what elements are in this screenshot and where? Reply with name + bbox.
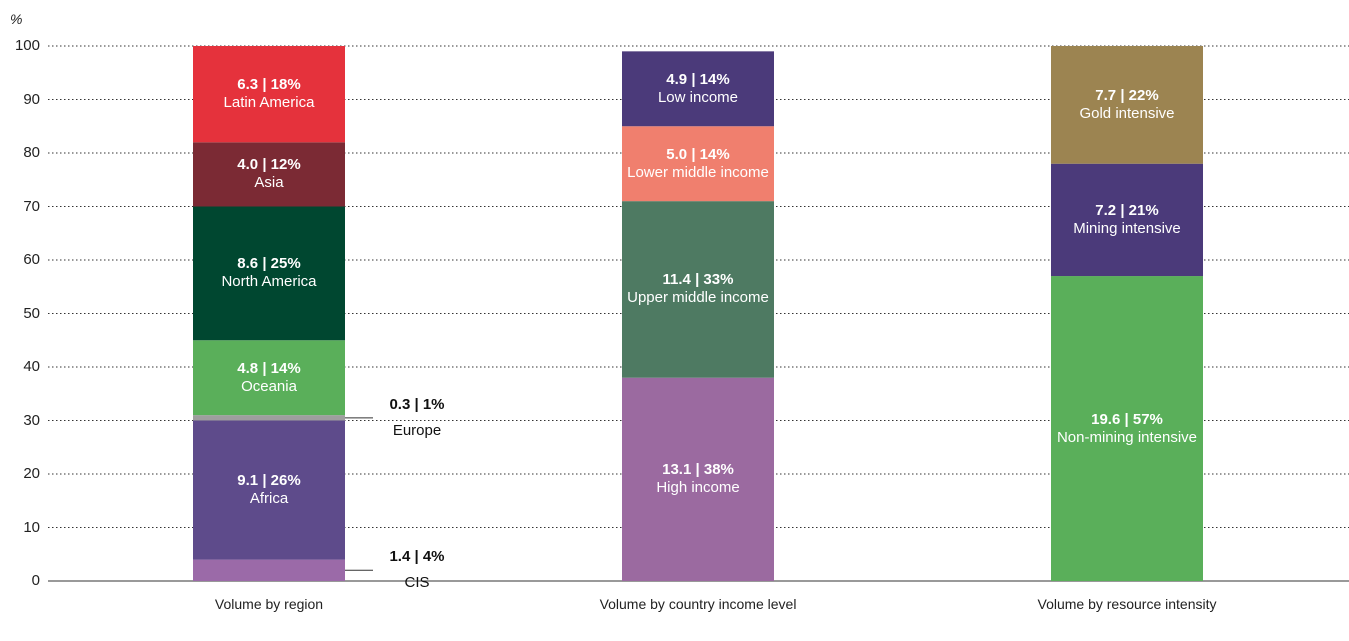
segment-name: Asia: [254, 174, 284, 192]
segment-name: Africa: [249, 490, 289, 508]
y-tick-label: 70: [23, 197, 40, 215]
y-tick-label: 100: [14, 37, 40, 54]
y-tick-label: 80: [23, 144, 40, 161]
bar-segment: [622, 377, 774, 581]
value-label: 13.1 | 38%: [662, 461, 734, 479]
bar-segment: [622, 51, 774, 127]
segment-name: Upper middle income: [627, 289, 769, 307]
bar-segment: [193, 206, 345, 341]
segment-label: 4.8 | 14% Oceania: [196, 360, 342, 396]
segment-label: 4.0 | 12% Asia: [196, 156, 342, 192]
segment-name: Gold intensive: [1079, 104, 1175, 122]
y-tick-label: 60: [23, 251, 40, 268]
bar-segment: [193, 559, 345, 581]
segment-name: High income: [656, 479, 740, 497]
value-label: 1.4 | 4%: [389, 548, 445, 566]
bar-segment: [193, 340, 345, 416]
segment-name: Mining intensive: [1073, 219, 1181, 237]
x-tick-label: Volume by region: [214, 596, 324, 612]
y-tick-label: 20: [23, 465, 40, 482]
segment-label: 19.6 | 57% Non-mining intensive: [1054, 411, 1200, 447]
y-tick-label: 40: [23, 358, 40, 375]
bar-segment: [1051, 163, 1203, 277]
value-label: 6.3 | 18%: [237, 76, 301, 94]
segment-name: Europe: [392, 421, 442, 439]
segment-label: 1.4 | 4% CIS: [367, 548, 467, 592]
y-tick-label: 10: [23, 518, 40, 536]
bar-segment: [193, 420, 345, 560]
value-label: 7.2 | 21%: [1095, 201, 1159, 219]
segment-label: 0.3 | 1% Europe: [367, 396, 467, 440]
segment-label: 13.1 | 38% High income: [625, 461, 771, 497]
value-label: 0.3 | 1%: [389, 395, 445, 413]
value-label: 4.8 | 14%: [237, 359, 301, 377]
value-label: 4.9 | 14%: [666, 70, 730, 88]
y-axis-label: %: [10, 11, 23, 27]
segment-name: Latin America: [223, 94, 315, 112]
segment-label: 7.7 | 22% Gold intensive: [1054, 87, 1200, 123]
segment-label: 6.3 | 18% Latin America: [196, 76, 342, 112]
bar-segment: [1051, 276, 1203, 581]
bar-segment: [193, 415, 345, 421]
bar-segment: [622, 126, 774, 202]
value-label: 5.0 | 14%: [666, 145, 730, 163]
segment-name: Oceania: [241, 377, 297, 395]
value-label: 8.6 | 25%: [237, 255, 301, 273]
x-tick-label: Volume by country income level: [599, 596, 797, 612]
bar-segment: [622, 201, 774, 378]
value-label: 19.6 | 57%: [1091, 410, 1163, 428]
value-label: 11.4 | 33%: [662, 271, 734, 289]
segment-label: 4.9 | 14% Low income: [625, 71, 771, 107]
segment-name: Lower middle income: [627, 163, 769, 181]
y-tick-label: 0: [31, 572, 40, 589]
segment-name: Low income: [657, 88, 739, 106]
bar-segment: [193, 142, 345, 207]
segment-label: 8.6 | 25% North America: [196, 255, 342, 291]
bar-segment: [193, 46, 345, 143]
segment-name: North America: [221, 273, 317, 291]
segment-label: 5.0 | 14% Lower middle income: [625, 146, 771, 182]
bar-segment: [1051, 46, 1203, 164]
segment-name: Non-mining intensive: [1056, 428, 1198, 446]
y-tick-label: 50: [23, 304, 40, 322]
segment-label: 7.2 | 21% Mining intensive: [1054, 202, 1200, 238]
segment-label: 9.1 | 26% Africa: [196, 472, 342, 508]
value-label: 4.0 | 12%: [237, 156, 301, 174]
x-tick-label: Volume by resource intensity: [1037, 596, 1217, 612]
value-label: 7.7 | 22%: [1095, 86, 1159, 104]
segment-label: 11.4 | 33% Upper middle income: [625, 271, 771, 307]
y-tick-label: 30: [23, 411, 40, 429]
value-label: 9.1 | 26%: [237, 472, 301, 490]
segment-name: CIS: [404, 574, 430, 592]
y-tick-label: 90: [23, 90, 40, 108]
